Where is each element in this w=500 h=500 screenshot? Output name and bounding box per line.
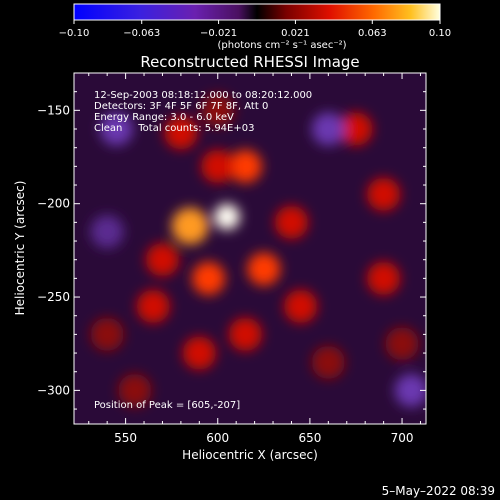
colorbar-tick-label: −0.063	[123, 28, 160, 39]
x-axis: 550 600 650 700	[88, 73, 421, 445]
heatmap-source-16	[367, 177, 401, 211]
colorbar-tick-label: 0.063	[358, 28, 387, 39]
y-tick-label: −300	[37, 383, 70, 397]
heatmap-source-11	[228, 317, 262, 351]
annotation-block: 12-Sep-2003 08:18:12.000 to 08:20:12.000…	[94, 90, 312, 134]
heatmap-source-2	[228, 149, 262, 183]
heatmap-source-8	[191, 261, 226, 295]
colorbar-tick-label: −0.10	[59, 28, 90, 39]
annotation-line: Clean Total counts: 5.94E+03	[94, 123, 254, 134]
heatmap-area	[74, 73, 426, 424]
y-tick-label: −250	[37, 290, 70, 304]
y-axis-label: Heliocentric Y (arcsec)	[13, 181, 27, 316]
x-tick-label: 700	[391, 431, 414, 445]
heatmap-source-7	[136, 289, 170, 323]
heatmap-source-19	[118, 373, 152, 407]
heatmap-source-23	[394, 373, 426, 407]
peak-position-label: Position of Peak = [605,-207]	[94, 400, 240, 411]
y-tick-label: −200	[37, 197, 70, 211]
heatmap-source-18	[385, 327, 419, 361]
y-tick-label: −150	[37, 103, 70, 117]
heatmap-source-13	[284, 289, 318, 323]
heatmap-source-17	[367, 261, 401, 295]
heatmap-source-6	[145, 243, 180, 277]
heatmap-source-24	[90, 215, 124, 249]
heatmap-source-1	[171, 207, 209, 245]
heatmap-source-4	[164, 116, 198, 150]
annotation-line: Detectors: 3F 4F 5F 6F 7F 8F, Att 0	[94, 101, 268, 112]
x-tick-label: 650	[298, 431, 321, 445]
heatmap-source-21	[99, 112, 133, 146]
plot-frame	[73, 72, 427, 425]
colorbar-tick-label: 0.10	[429, 28, 451, 39]
heatmap-source-15	[339, 112, 373, 146]
heatmap-source-10	[274, 205, 309, 239]
footer-timestamp: 5–May–2022 08:39	[382, 484, 495, 498]
x-axis-label: Heliocentric X (arcsec)	[182, 448, 318, 462]
heatmap-peak	[219, 209, 235, 225]
heatmap-source-5	[201, 93, 235, 127]
chart-title: Reconstructed RHESSI Image	[140, 53, 359, 71]
colorbar-units: (photons cm⁻² s⁻¹ asec⁻²)	[217, 40, 346, 51]
annotation-line: Energy Range: 3.0 - 6.0 keV	[94, 112, 234, 123]
heatmap-source-22	[311, 112, 345, 146]
colorbar-tick-label: −0.021	[200, 28, 237, 39]
heatmap-source-12	[182, 336, 216, 370]
x-tick-label: 600	[206, 431, 229, 445]
colorbar-tick-label: 0.021	[281, 28, 310, 39]
annotation-line: 12-Sep-2003 08:18:12.000 to 08:20:12.000	[94, 90, 312, 101]
colorbar-ticks: −0.10 −0.063 −0.021 0.021 0.063 0.10	[59, 20, 451, 39]
heatmap-source-14	[311, 345, 345, 379]
x-tick-label: 550	[114, 431, 137, 445]
heatmap-source-9	[247, 252, 281, 286]
heatmap-source-3	[201, 149, 235, 183]
y-axis: −150 −200 −250 −300	[37, 91, 426, 410]
colorbar	[73, 3, 441, 21]
heatmap-source-20	[90, 317, 124, 351]
